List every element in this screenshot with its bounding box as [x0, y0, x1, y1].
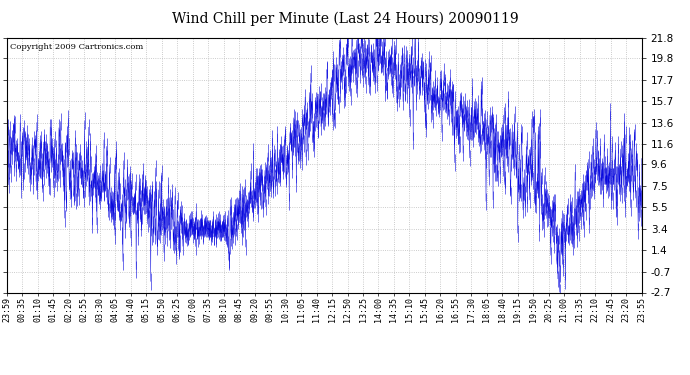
Text: Wind Chill per Minute (Last 24 Hours) 20090119: Wind Chill per Minute (Last 24 Hours) 20… — [172, 11, 518, 26]
Text: Copyright 2009 Cartronics.com: Copyright 2009 Cartronics.com — [10, 43, 144, 51]
